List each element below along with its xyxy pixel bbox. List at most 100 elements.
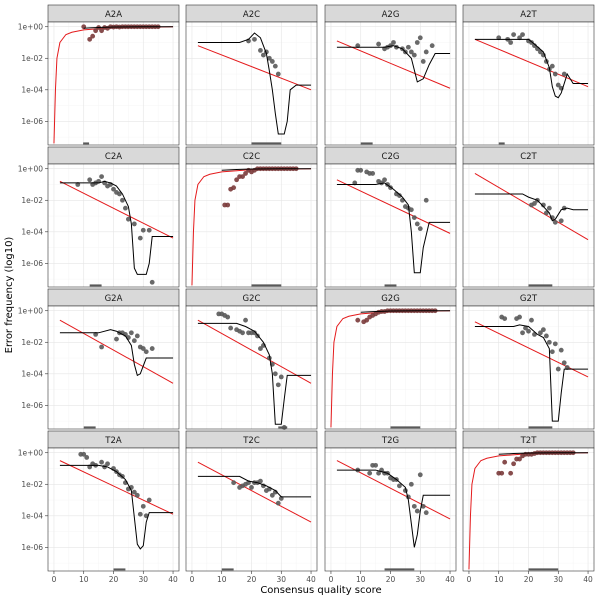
- fitted-error-line: [221, 168, 312, 171]
- y-axis-title: Error frequency (log10): [4, 237, 15, 354]
- facet-panel-t2c: T2C 0 10 20 30 40: [185, 430, 318, 584]
- observed-error-point: [87, 36, 93, 42]
- y-tick-label: 1e-04: [21, 227, 43, 236]
- panel-border: [462, 21, 595, 146]
- facet-strip-label: A2A: [105, 10, 122, 20]
- observed-error-point: [128, 330, 134, 336]
- observed-error-point: [508, 470, 514, 476]
- panel-border: [185, 21, 318, 146]
- observed-error-point: [543, 333, 549, 339]
- observed-error-point: [137, 511, 143, 517]
- observed-error-point: [105, 461, 110, 467]
- observed-error-point: [520, 32, 525, 38]
- fitted-error-line: [474, 193, 589, 222]
- observed-error-point: [99, 344, 104, 350]
- fitted-error-line: [336, 469, 451, 548]
- observed-error-point: [146, 497, 152, 503]
- observed-error-point: [269, 59, 275, 64]
- y-tick-label: 1e-02: [21, 338, 43, 347]
- facet-strip-label: G2T: [520, 294, 538, 304]
- facet-strip-label: A2T: [520, 10, 537, 20]
- facet-panel-a2g: A2G: [324, 4, 457, 146]
- observed-error-point: [376, 41, 381, 47]
- nominal-error-line: [336, 40, 451, 89]
- fitted-error-line: [197, 32, 312, 135]
- facet-strip-label: C2A: [105, 152, 122, 162]
- y-tick-label: 1e+00: [18, 164, 43, 173]
- panel-border: [324, 305, 457, 430]
- observed-error-point: [125, 216, 131, 222]
- facet-panel-c2c: C2C: [185, 146, 318, 288]
- observed-error-point: [414, 221, 420, 227]
- facet-panel-c2g: C2G: [324, 146, 457, 288]
- facet-strip-label: T2A: [104, 436, 122, 446]
- y-tick-label: 1e-06: [21, 543, 43, 552]
- x-tick-label: 0: [467, 575, 472, 584]
- observed-error-point: [523, 325, 528, 331]
- panel-border: [462, 163, 595, 288]
- observed-error-point: [149, 346, 155, 351]
- x-tick-label: 20: [247, 575, 257, 584]
- panel-border: [47, 21, 180, 146]
- fitted-error-line: [498, 452, 589, 455]
- facet-panel-g2t: G2T: [462, 288, 595, 430]
- fitted-error-line: [197, 475, 312, 498]
- y-tick-label: 1e-04: [21, 369, 43, 378]
- panel-border: [324, 21, 457, 146]
- y-tick-label: 1e-02: [21, 480, 43, 489]
- observed-error-point: [555, 366, 561, 372]
- observed-error-point: [272, 489, 278, 495]
- observed-error-point: [281, 425, 287, 430]
- observed-error-point: [414, 508, 420, 514]
- fitted-error-line: [474, 324, 589, 422]
- facet-panel-t2t: T2T 0 10 20 30 40: [462, 430, 595, 584]
- x-tick-label: 40: [168, 575, 178, 584]
- observed-error-point: [225, 314, 231, 320]
- observed-error-point: [411, 215, 417, 221]
- panel-border: [324, 163, 457, 288]
- observed-error-point: [408, 49, 414, 55]
- facet-panel-g2a: G2A 1e+00 1e-02 1e-04 1e-06: [18, 288, 180, 430]
- panel-border: [47, 305, 180, 430]
- fitted-error-line: [59, 329, 174, 377]
- observed-error-point: [373, 462, 379, 468]
- fitted-error-line: [197, 322, 312, 425]
- observed-error-point: [417, 226, 423, 232]
- facet-panel-g2g: G2G: [324, 288, 457, 430]
- facet-panel-g2c: G2C: [185, 288, 318, 430]
- panel-border: [185, 305, 318, 430]
- observed-error-point: [417, 35, 423, 41]
- observed-error-point: [397, 193, 402, 198]
- observed-error-point: [549, 349, 555, 355]
- observed-error-point: [258, 47, 263, 53]
- observed-error-point: [134, 333, 140, 339]
- facet-strip-label: C2T: [520, 152, 537, 162]
- observed-error-point: [131, 221, 137, 227]
- x-tick-label: 0: [190, 575, 195, 584]
- observed-error-point: [252, 330, 257, 336]
- observed-error-point: [149, 279, 155, 285]
- observed-error-point: [540, 327, 546, 333]
- facet-strip-label: G2C: [243, 294, 261, 304]
- nominal-error-line: [197, 45, 312, 91]
- observed-error-point: [546, 205, 552, 211]
- y-tick-label: 1e-06: [21, 117, 43, 126]
- x-tick-label: 10: [217, 575, 227, 584]
- nominal-error-line: [197, 461, 312, 523]
- observed-error-point: [502, 459, 508, 465]
- observed-error-point: [499, 470, 505, 476]
- observed-error-point: [520, 330, 525, 336]
- observed-error-point: [549, 63, 555, 69]
- x-tick-label: 30: [553, 575, 563, 584]
- observed-error-point: [558, 218, 564, 224]
- facet-strip-label: C2C: [243, 152, 260, 162]
- nominal-error-line: [474, 38, 589, 88]
- observed-error-point: [417, 472, 423, 478]
- observed-error-point: [131, 489, 137, 495]
- observed-error-point: [269, 492, 275, 498]
- observed-error-point: [81, 451, 87, 457]
- observed-error-point: [529, 317, 534, 323]
- y-tick-label: 1e-06: [21, 259, 43, 268]
- observed-error-point: [99, 28, 104, 34]
